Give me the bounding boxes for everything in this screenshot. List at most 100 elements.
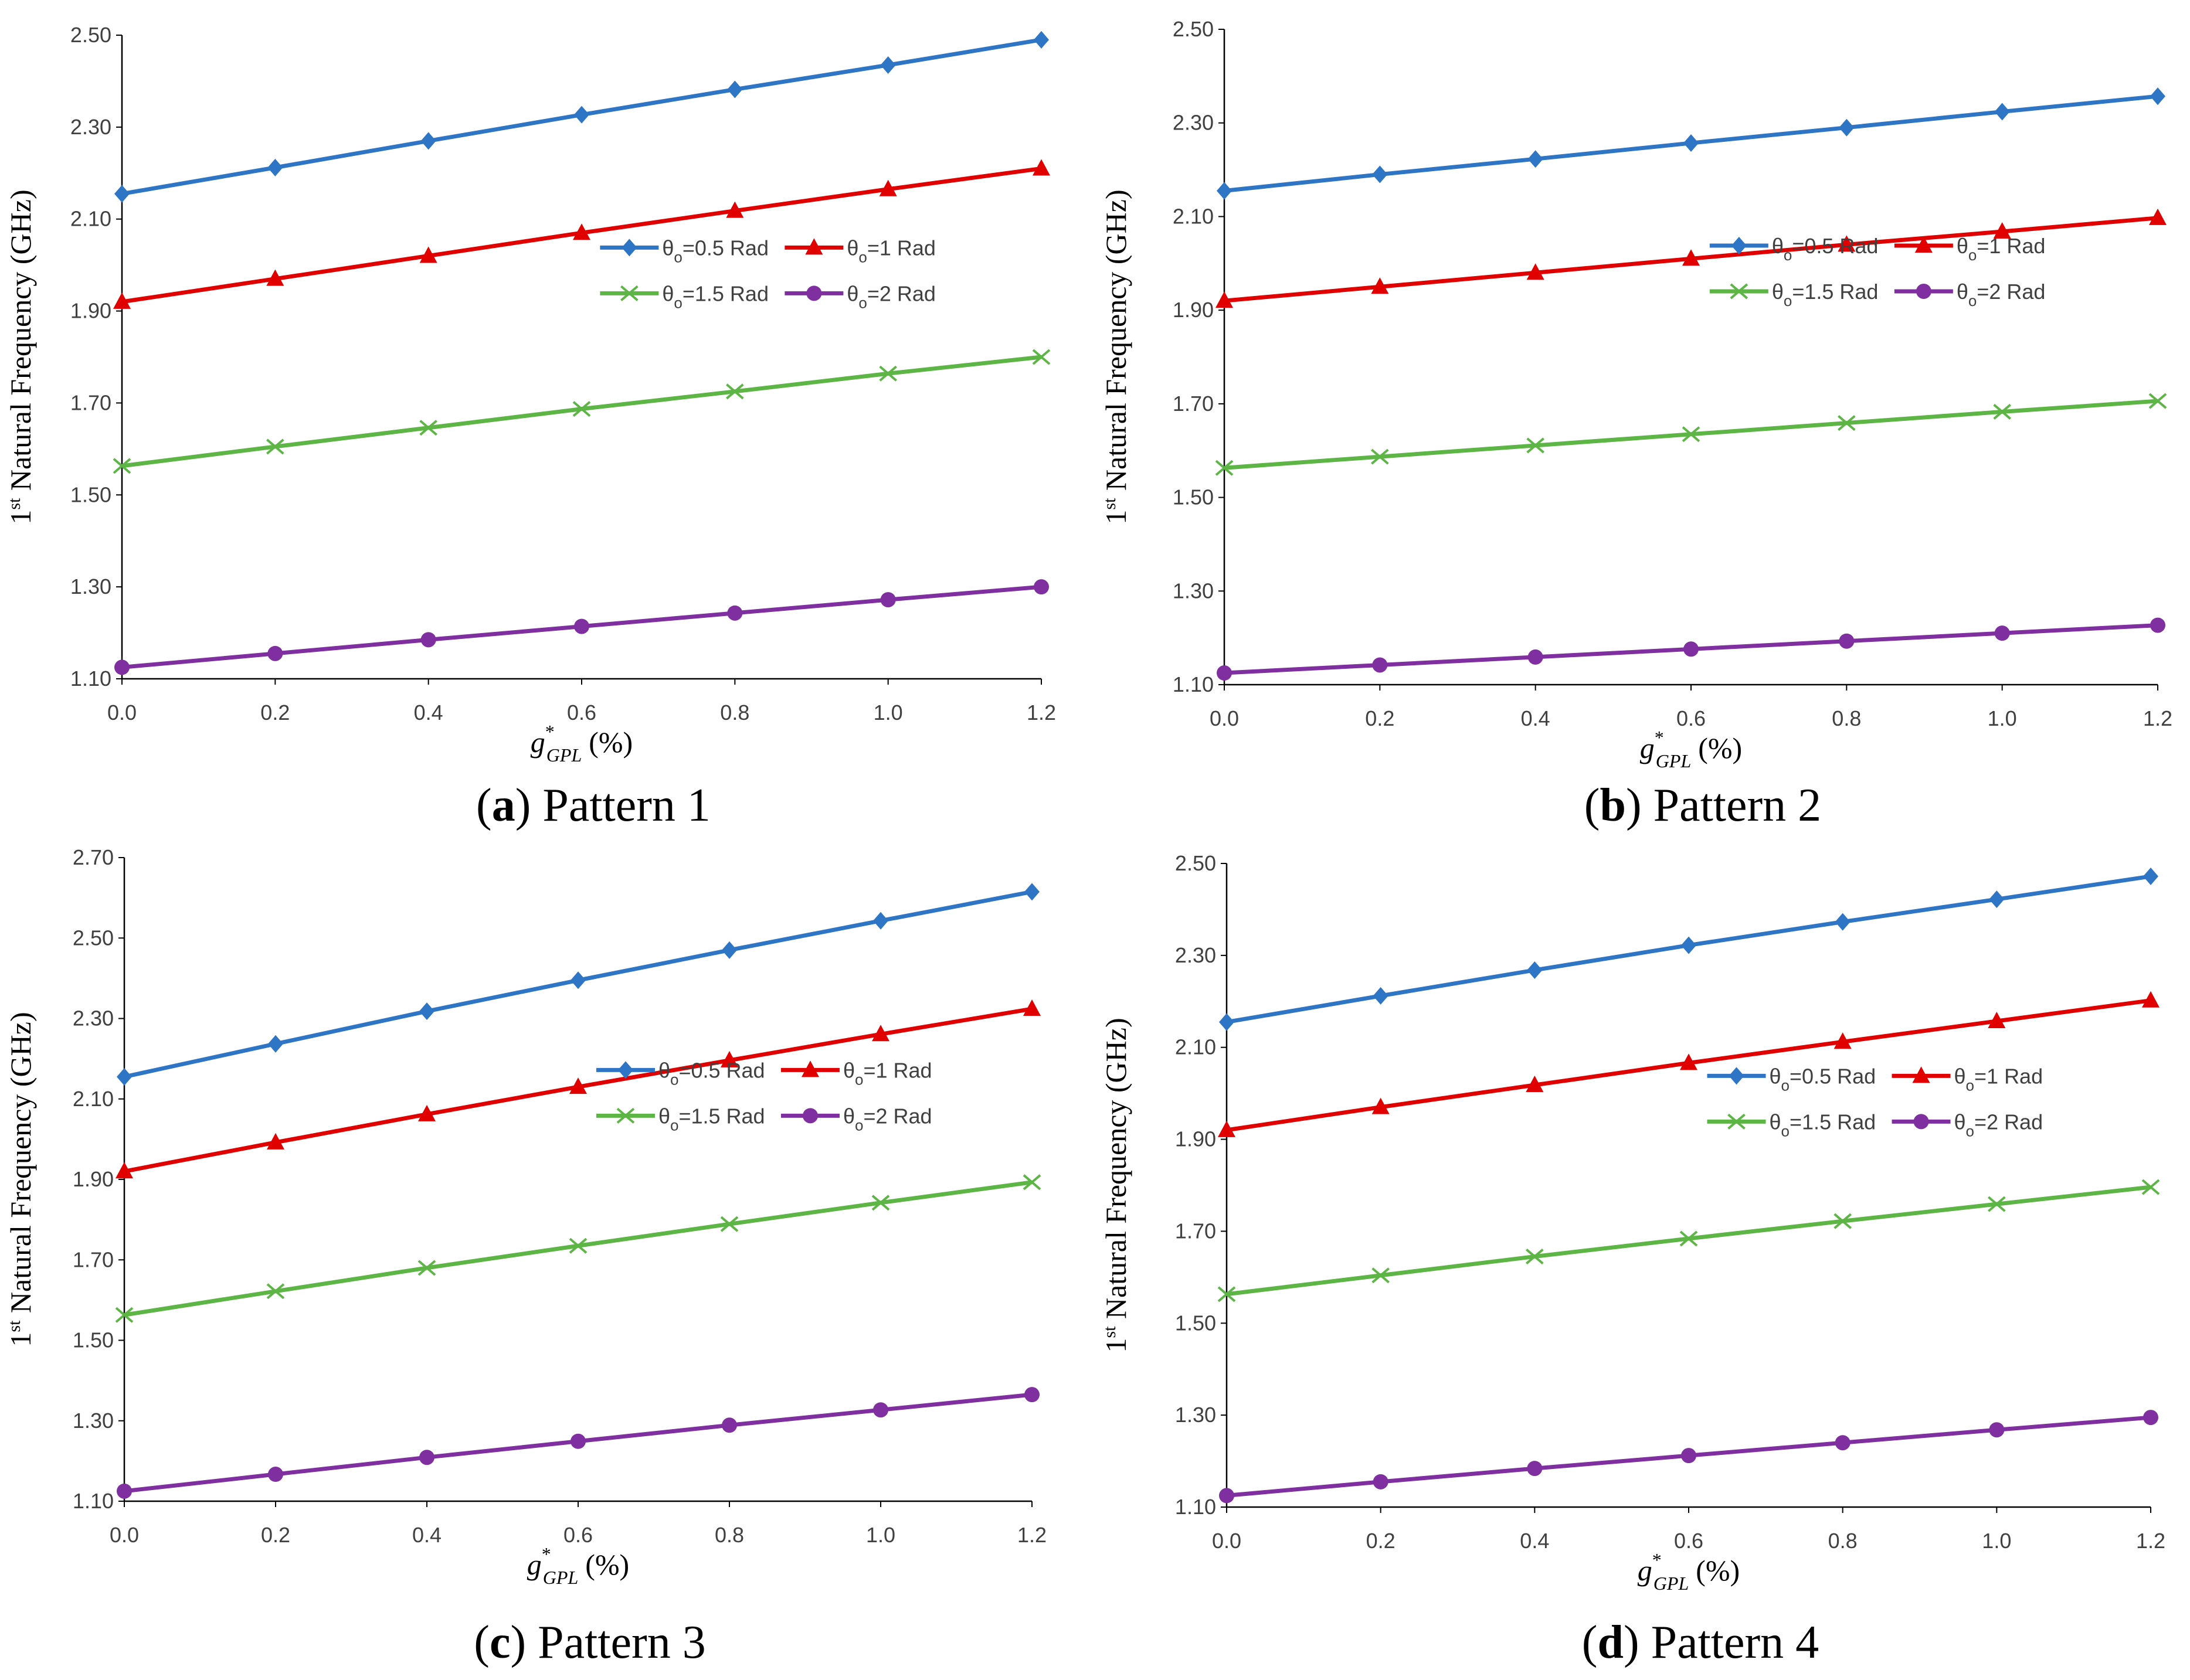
series-2: [113, 159, 1050, 309]
data-point: [1993, 222, 2011, 239]
x-label-unit: (%): [589, 726, 633, 759]
data-point: [879, 179, 897, 196]
legend-series-name: =0.5 Rad: [683, 236, 769, 260]
legend-theta: θ: [1772, 234, 1784, 258]
legend-marker: [805, 238, 823, 255]
data-point: [2150, 87, 2165, 106]
legend-label: θo=1 Rad: [1957, 234, 2046, 264]
data-point: [2148, 393, 2167, 409]
legend-marker: [801, 1060, 819, 1077]
legend-theta: θ: [1770, 1064, 1781, 1088]
caption-close-paren: ): [510, 1617, 538, 1668]
legend-theta: θ: [658, 1058, 670, 1082]
y-axis-label: 1st Natural Frequency (GHz): [4, 1012, 37, 1346]
x-label-subscript: GPL: [1653, 1573, 1689, 1594]
series-line: [1226, 1185, 2151, 1297]
x-tick-label: 0.4: [412, 1523, 442, 1547]
y-tick-label: 1.10: [1175, 1495, 1216, 1519]
caption-letter: c: [490, 1617, 511, 1668]
panel-caption: (c) Pattern 3: [474, 1617, 705, 1668]
series-2: [1215, 208, 2167, 308]
data-point: [267, 645, 283, 661]
y-label-main: [1099, 491, 1132, 498]
series-3: [113, 349, 1051, 474]
y-axis-label: 1st Natural Frequency (GHz): [4, 189, 37, 524]
legend-theta: θ: [847, 281, 858, 305]
caption-open-paren: (: [1584, 780, 1600, 831]
data-point: [113, 292, 131, 309]
legend-series-name: =0.5 Rad: [1792, 234, 1878, 258]
x-tick-label: 0.6: [563, 1523, 593, 1547]
y-tick-label: 1.50: [1175, 1311, 1216, 1335]
data-point: [1219, 1488, 1234, 1504]
series-line: [121, 355, 1042, 468]
data-point: [1023, 999, 1041, 1016]
y-tick-label: 2.30: [1175, 943, 1216, 967]
series-line: [124, 1180, 1033, 1317]
y-tick-label: 1.50: [1173, 485, 1214, 509]
data-point: [720, 1216, 739, 1232]
legend-label: θo=1 Rad: [1954, 1064, 2043, 1094]
legend-subscript: o: [858, 294, 867, 311]
y-label-text: Natural Frequency (GHz): [4, 189, 37, 491]
y-tick-label: 1.70: [70, 390, 111, 414]
y-tick-label: 2.50: [1173, 17, 1214, 41]
y-label-text: Natural Frequency (GHz): [1099, 189, 1132, 491]
data-point: [114, 185, 130, 203]
legend-marker: [620, 285, 639, 301]
y-tick-label: 2.10: [1175, 1035, 1216, 1059]
legend-item-theta-1.5: θo=1.5 Rad: [600, 281, 769, 311]
data-point: [266, 269, 284, 286]
data-point: [1032, 349, 1051, 365]
caption-open-paren: (: [476, 780, 492, 831]
data-point: [266, 438, 284, 455]
data-point: [1215, 291, 1233, 308]
series-4: [114, 579, 1049, 675]
legend-subscript: o: [855, 1070, 863, 1088]
legend-subscript: o: [1781, 1122, 1790, 1140]
y-label-prefix: 1: [1099, 510, 1132, 525]
x-tick-label: 0.6: [1676, 706, 1706, 730]
data-point: [117, 1068, 132, 1086]
data-point: [2143, 867, 2158, 885]
legend-marker: [1727, 1113, 1746, 1130]
data-point: [1994, 625, 2010, 641]
y-tick-label: 1.70: [73, 1247, 114, 1271]
legend-theta: θ: [658, 1104, 670, 1128]
data-point: [1217, 182, 1232, 200]
data-point: [727, 605, 743, 621]
x-tick-label: 0.8: [715, 1523, 744, 1547]
x-tick-label: 1.2: [1027, 700, 1056, 725]
x-axis-label: g* GPL (%): [527, 1543, 629, 1588]
data-point: [1527, 961, 1543, 979]
chart-svg: 1.10 1.30 1.50 1.70 1.90 2.10 2.30 2.50 0.0 0.2 0.…: [1099, 851, 2165, 1668]
chart-svg: 1.10 1.30 1.50 1.70 1.90 2.10 2.30 2.50 2.70 0.0 0…: [4, 845, 1047, 1668]
data-point: [722, 941, 737, 959]
y-tick-label: 1.90: [1175, 1127, 1216, 1151]
data-point: [1989, 1422, 2005, 1438]
data-point: [418, 1104, 436, 1121]
legend-label: θo=1.5 Rad: [662, 281, 769, 311]
legend-item-theta-0.5: θo=0.5 Rad: [1707, 1064, 1876, 1094]
y-tick-label: 1.90: [70, 299, 111, 323]
data-point: [2142, 991, 2160, 1008]
data-point: [114, 659, 130, 675]
data-point: [2143, 1410, 2158, 1426]
data-point: [1681, 936, 1696, 954]
y-tick-label: 2.10: [70, 207, 111, 231]
legend-series-name: =1 Rad: [863, 1058, 932, 1082]
legend-subscript: o: [1968, 246, 1977, 264]
legend-theta: θ: [1957, 234, 1968, 258]
data-point: [1526, 437, 1544, 454]
chart-svg: 1.10 1.30 1.50 1.70 1.90 2.10 2.30 2.50 0.0 0.2 0.…: [1099, 17, 2172, 831]
x-label-variable: g: [1640, 732, 1655, 764]
data-point: [115, 1307, 134, 1323]
data-point: [1215, 460, 1234, 476]
data-point: [872, 1025, 889, 1042]
data-point: [267, 1133, 284, 1150]
data-point: [1023, 1174, 1041, 1191]
legend-subscript: o: [674, 248, 682, 266]
legend-subscript: o: [1968, 292, 1977, 310]
data-point: [268, 1035, 283, 1053]
caption-text: Pattern 4: [1651, 1617, 1819, 1668]
